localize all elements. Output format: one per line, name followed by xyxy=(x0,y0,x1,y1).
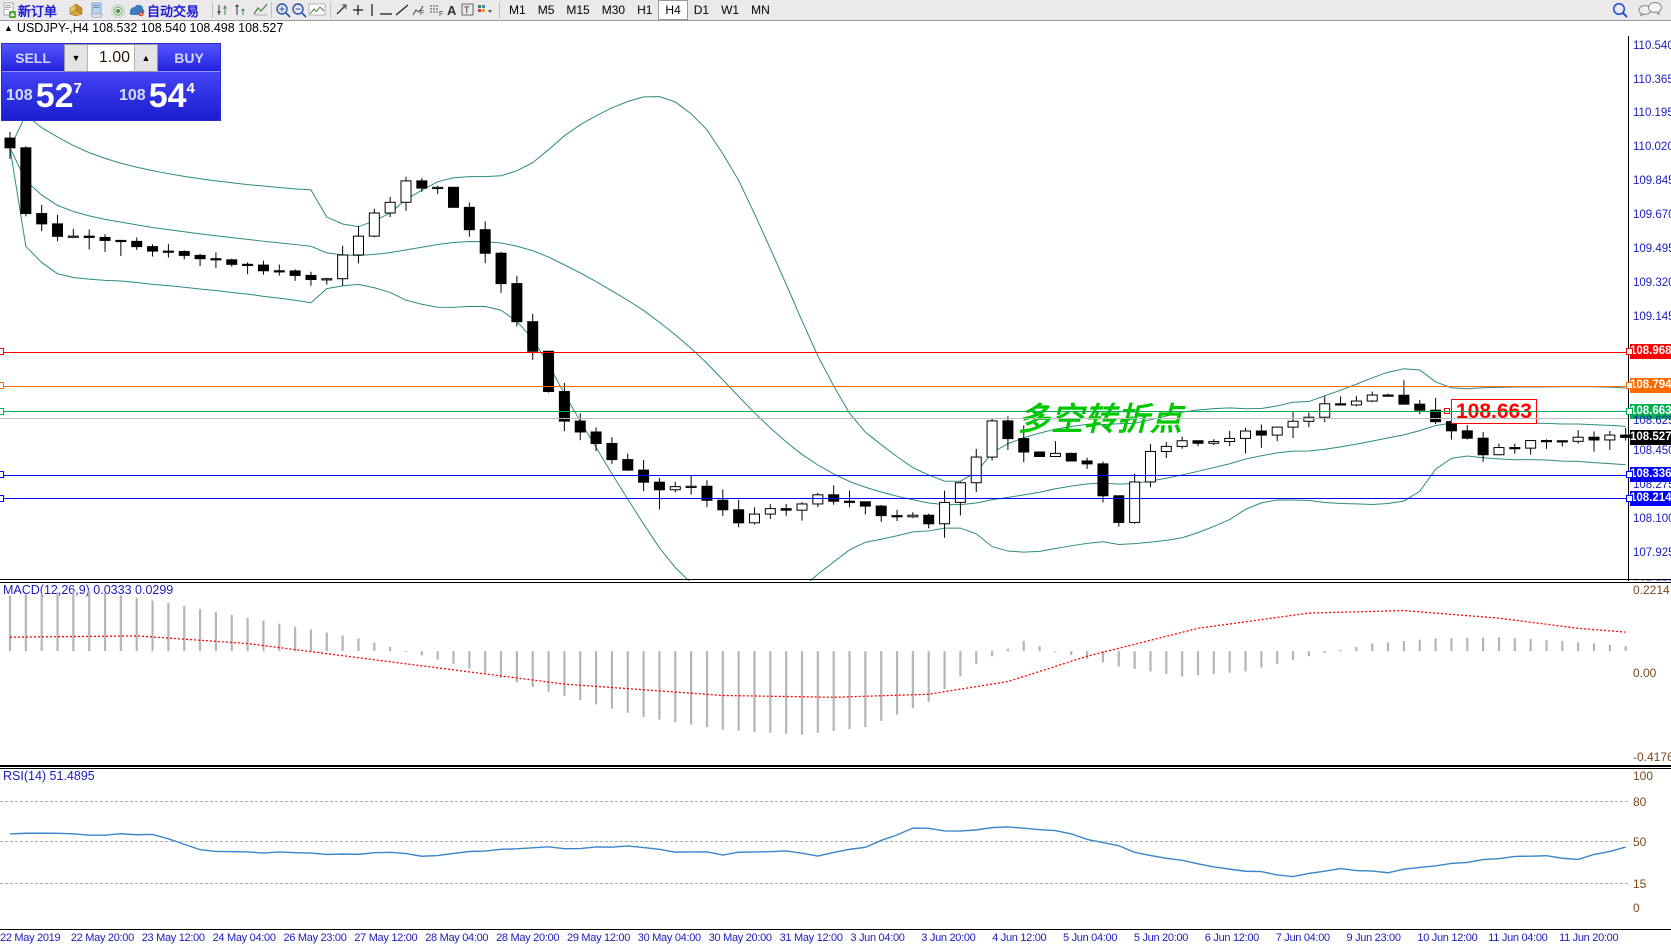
svg-text:F: F xyxy=(420,10,424,17)
svg-text:T: T xyxy=(464,5,470,15)
svg-text:A: A xyxy=(447,3,457,18)
svg-text:F: F xyxy=(439,11,443,18)
